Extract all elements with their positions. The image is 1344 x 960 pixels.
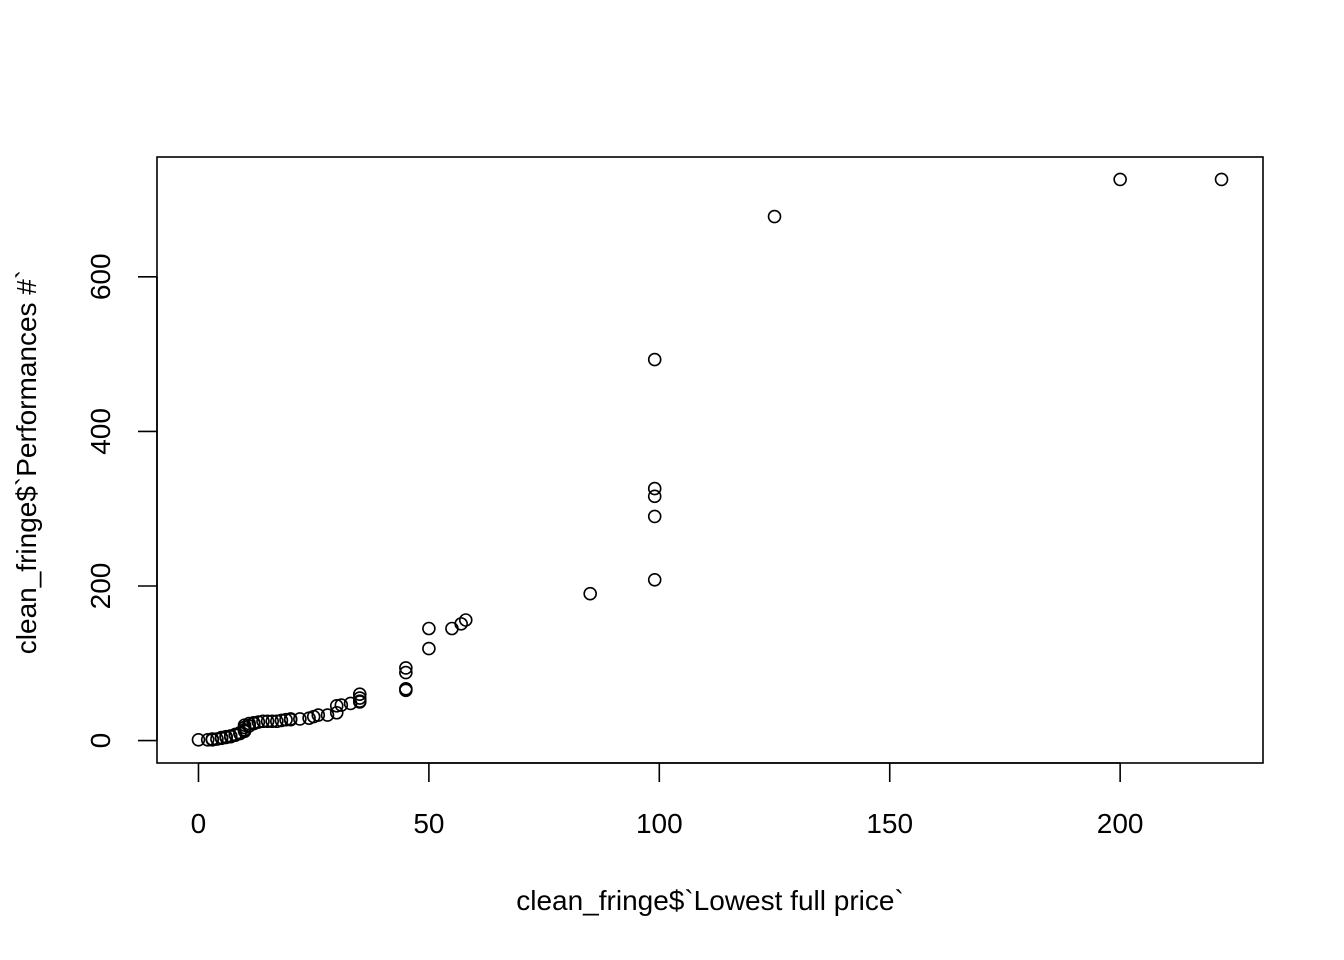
data-point xyxy=(583,586,597,601)
data-point xyxy=(422,641,436,656)
data-point xyxy=(265,714,280,729)
y-tick-label: 400 xyxy=(85,408,116,455)
x-tick-label: 0 xyxy=(191,808,207,839)
data-point xyxy=(279,712,293,727)
data-point xyxy=(283,712,298,726)
x-tick-label: 50 xyxy=(413,808,444,839)
data-point xyxy=(311,708,326,722)
data-point xyxy=(329,699,344,713)
data-point xyxy=(647,352,662,367)
x-tick-label: 200 xyxy=(1097,808,1144,839)
data-point xyxy=(251,715,266,729)
data-point xyxy=(767,209,782,224)
data-points xyxy=(191,172,1229,747)
data-point xyxy=(214,730,229,745)
data-point xyxy=(647,509,662,524)
data-point xyxy=(352,691,367,705)
y-tick-label: 0 xyxy=(85,733,116,749)
x-axis-label: clean_fringe$`Lowest full price` xyxy=(516,885,904,916)
data-point xyxy=(422,621,436,636)
data-point xyxy=(1113,172,1127,187)
y-axis-label: clean_fringe$`Performances #` xyxy=(11,270,42,654)
x-tick-label: 150 xyxy=(866,808,913,839)
data-point xyxy=(274,713,289,728)
data-point xyxy=(329,705,344,720)
data-point xyxy=(320,708,335,722)
data-point xyxy=(647,489,662,504)
plot-frame xyxy=(156,156,1264,764)
data-point xyxy=(399,665,413,680)
data-point xyxy=(352,687,367,702)
data-point xyxy=(219,729,233,744)
data-point xyxy=(260,714,275,729)
y-axis: 0 200 400 600 xyxy=(85,253,158,749)
x-tick-label: 100 xyxy=(636,808,683,839)
data-point xyxy=(647,573,662,587)
data-point xyxy=(205,732,220,746)
data-point xyxy=(399,661,413,675)
data-point xyxy=(256,714,270,729)
data-point xyxy=(242,716,256,731)
data-point xyxy=(191,733,206,747)
data-point xyxy=(445,621,459,636)
data-point xyxy=(454,617,468,631)
data-point xyxy=(270,714,284,729)
data-point xyxy=(458,613,473,627)
data-point xyxy=(334,698,349,712)
data-point xyxy=(1214,172,1229,187)
x-axis: 0 50 100 150 200 xyxy=(191,762,1144,839)
data-point xyxy=(246,716,261,730)
data-point xyxy=(647,481,662,496)
data-point xyxy=(293,712,307,726)
y-tick-label: 200 xyxy=(85,563,116,610)
y-tick-label: 600 xyxy=(85,253,116,300)
data-point xyxy=(399,681,413,696)
data-point xyxy=(200,733,215,747)
